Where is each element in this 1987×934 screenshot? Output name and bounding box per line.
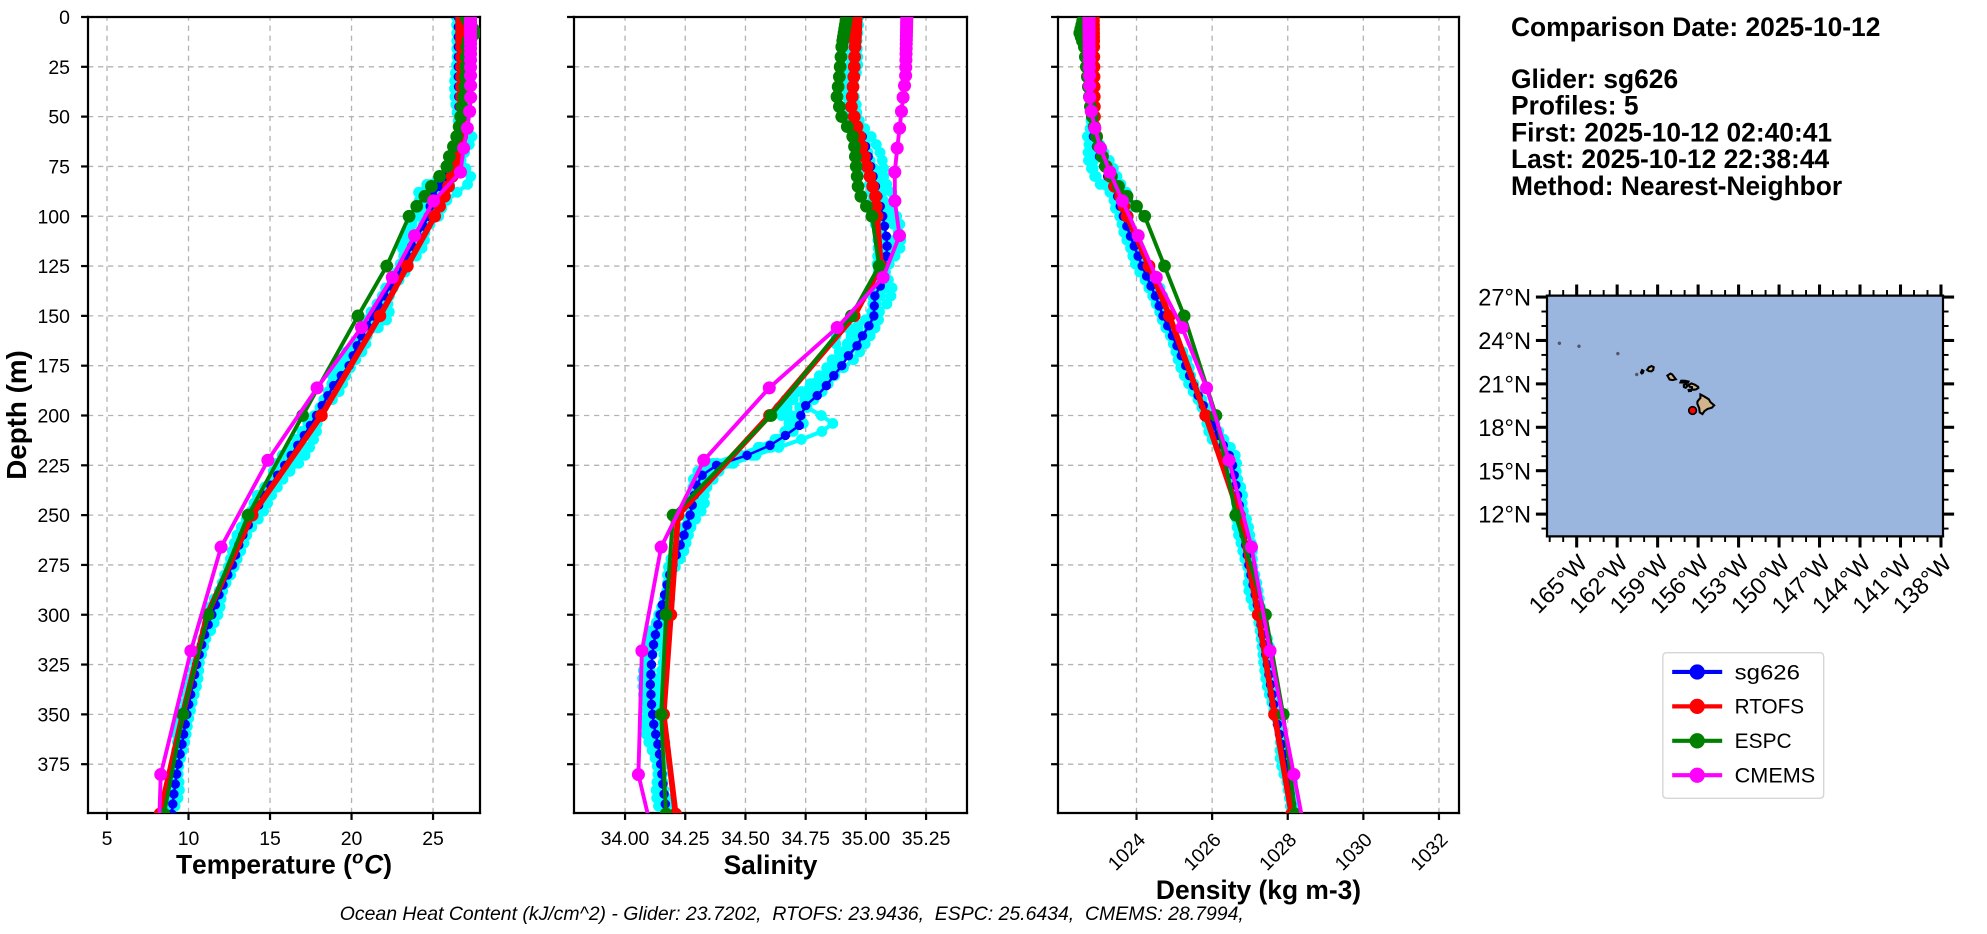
svg-text:Depth (m): Depth (m) <box>1 350 32 480</box>
svg-text:275: 275 <box>38 555 70 577</box>
svg-text:Method: Nearest-Neighbor: Method: Nearest-Neighbor <box>1511 171 1842 201</box>
svg-text:Salinity: Salinity <box>724 850 818 880</box>
svg-text:350: 350 <box>38 704 71 726</box>
svg-text:CMEMS: CMEMS <box>1735 765 1816 788</box>
svg-text:25: 25 <box>48 57 70 79</box>
svg-text:125: 125 <box>38 256 70 278</box>
svg-text:15: 15 <box>259 828 281 850</box>
svg-text:375: 375 <box>38 754 70 776</box>
svg-text:25: 25 <box>422 828 444 850</box>
svg-text:175: 175 <box>38 356 70 378</box>
svg-text:ESPC: ESPC <box>1735 730 1792 753</box>
svg-text:5: 5 <box>102 828 113 850</box>
svg-text:10: 10 <box>178 828 200 850</box>
svg-text:325: 325 <box>38 655 70 677</box>
svg-text:Glider: sg626: Glider: sg626 <box>1511 64 1678 94</box>
svg-text:300: 300 <box>38 605 71 627</box>
svg-text:Comparison Date: 2025-10-12: Comparison Date: 2025-10-12 <box>1511 12 1880 42</box>
svg-text:18°N: 18°N <box>1478 416 1531 442</box>
svg-text:15°N: 15°N <box>1478 459 1531 485</box>
svg-text:35.00: 35.00 <box>842 828 891 850</box>
svg-text:sg626: sg626 <box>1735 661 1800 684</box>
svg-text:24°N: 24°N <box>1478 329 1531 355</box>
svg-text:75: 75 <box>48 156 70 178</box>
svg-text:150: 150 <box>38 306 71 328</box>
svg-text:12°N: 12°N <box>1478 503 1531 529</box>
svg-text:Ocean Heat Content (kJ/cm^2) -: Ocean Heat Content (kJ/cm^2) - Glider: 2… <box>340 903 1244 925</box>
svg-text:100: 100 <box>38 206 71 228</box>
svg-text:34.75: 34.75 <box>781 828 830 850</box>
svg-text:21°N: 21°N <box>1478 372 1531 398</box>
svg-text:0: 0 <box>59 7 70 29</box>
svg-text:T e m p: T e m p e r a t u r e ( ) o C <box>176 844 398 880</box>
svg-text:250: 250 <box>38 505 71 527</box>
svg-text:34.25: 34.25 <box>661 828 710 850</box>
svg-text:Last: 2025-10-12 22:38:44: Last: 2025-10-12 22:38:44 <box>1511 144 1829 174</box>
svg-text:First: 2025-10-12 02:40:41: First: 2025-10-12 02:40:41 <box>1511 117 1832 147</box>
svg-text:50: 50 <box>48 107 70 129</box>
svg-text:RTOFS: RTOFS <box>1735 696 1804 719</box>
svg-text:34.50: 34.50 <box>721 828 770 850</box>
svg-text:35.25: 35.25 <box>902 828 951 850</box>
svg-text:34.00: 34.00 <box>601 828 650 850</box>
svg-text:Density (kg m-3): Density (kg m-3) <box>1156 875 1361 905</box>
svg-text:27°N: 27°N <box>1478 286 1531 312</box>
svg-text:225: 225 <box>38 455 70 477</box>
svg-text:20: 20 <box>341 828 363 850</box>
svg-text:Profiles: 5: Profiles: 5 <box>1511 91 1639 121</box>
svg-text:200: 200 <box>38 406 71 428</box>
